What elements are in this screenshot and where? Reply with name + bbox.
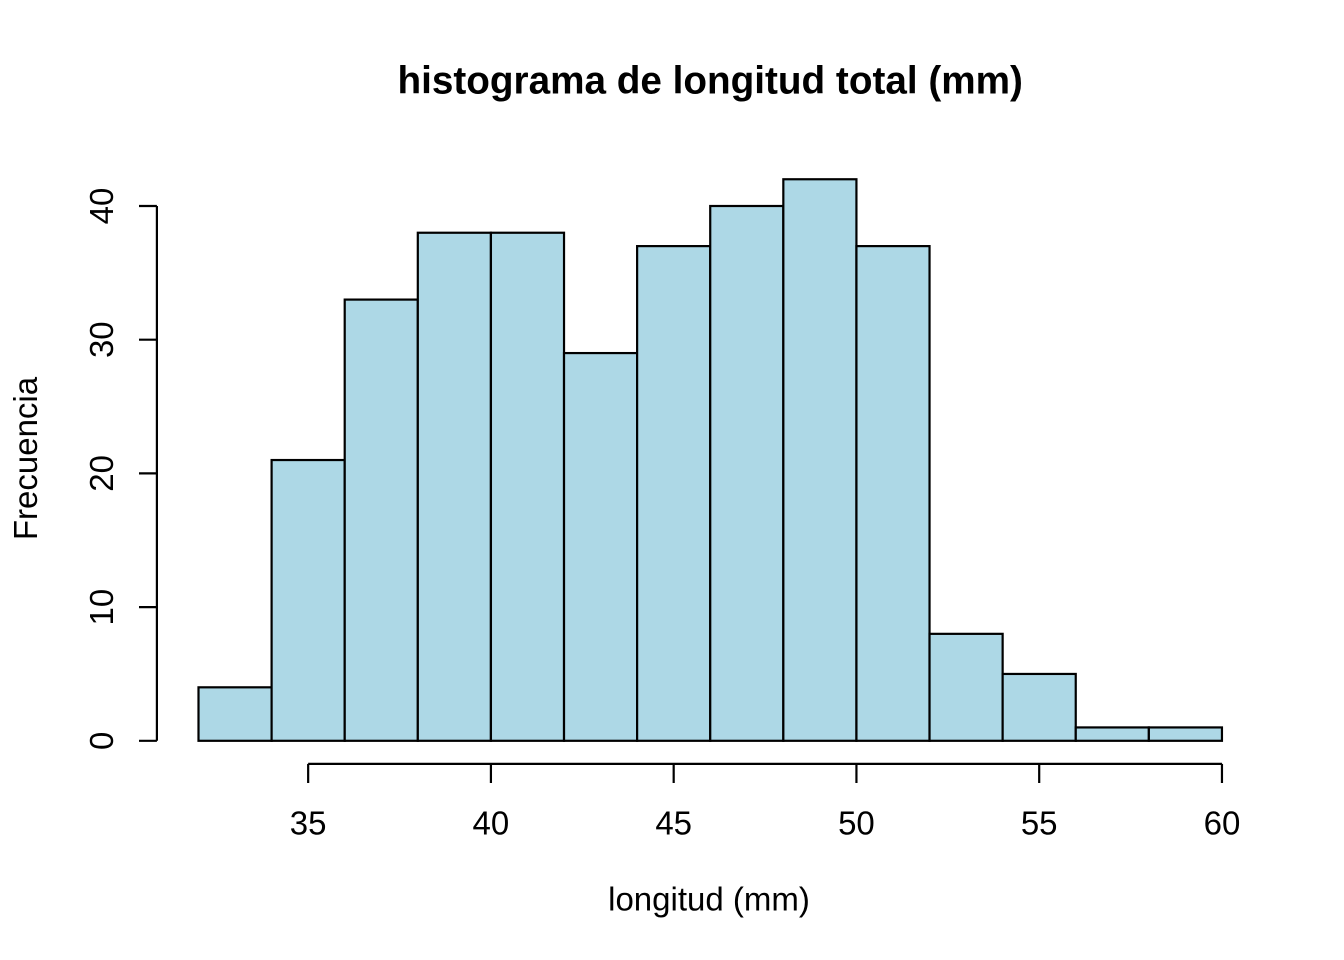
svg-text:35: 35 [290, 805, 327, 842]
svg-text:50: 50 [838, 805, 875, 842]
svg-text:60: 60 [1204, 805, 1241, 842]
svg-text:55: 55 [1021, 805, 1058, 842]
svg-text:0: 0 [83, 732, 120, 750]
svg-text:30: 30 [83, 321, 120, 358]
svg-text:histograma de longitud total (: histograma de longitud total (mm) [397, 60, 1022, 103]
svg-text:20: 20 [83, 455, 120, 492]
svg-text:10: 10 [83, 589, 120, 626]
svg-text:40: 40 [83, 188, 120, 225]
svg-text:longitud (mm): longitud (mm) [608, 881, 810, 918]
svg-text:Frecuencia: Frecuencia [7, 376, 44, 540]
svg-text:45: 45 [655, 805, 692, 842]
svg-text:40: 40 [473, 805, 510, 842]
